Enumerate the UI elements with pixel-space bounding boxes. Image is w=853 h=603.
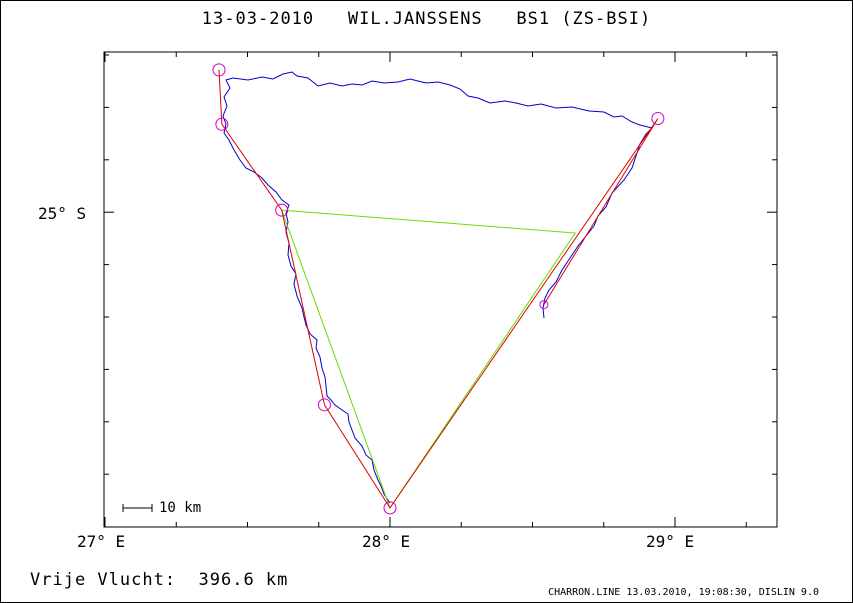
flight-layers <box>212 63 665 515</box>
footer-credit: CHARRON.LINE 13.03.2010, 19:08:30, DISLI… <box>548 587 819 598</box>
optimized-route <box>218 69 659 509</box>
y-tick-label-25s: 25° S <box>38 204 87 223</box>
plot-border <box>103 51 778 528</box>
turnpoint-marker <box>215 117 229 131</box>
x-tick-label-29e: 29° E <box>646 532 695 551</box>
x-tick-label-28e: 28° E <box>362 532 411 551</box>
turnpoint-marker <box>539 300 549 310</box>
x-tick-label-27e: 27° E <box>77 532 126 551</box>
scale-bar <box>122 504 153 512</box>
scale-label: 10 km <box>159 500 202 516</box>
turnpoint-marker <box>317 398 331 412</box>
axis-ticks <box>104 52 777 527</box>
fai-triangle <box>280 209 577 509</box>
map-title: 13-03-2010 WIL.JANSSENS BS1 (ZS-BSI) <box>201 9 652 29</box>
turnpoint-marker <box>275 203 289 217</box>
turnpoint-marker <box>383 501 397 515</box>
free-flight-distance: Vrije Vlucht: 396.6 km <box>30 570 289 590</box>
turnpoint-marker <box>651 112 665 126</box>
turnpoint-marker <box>212 63 226 77</box>
